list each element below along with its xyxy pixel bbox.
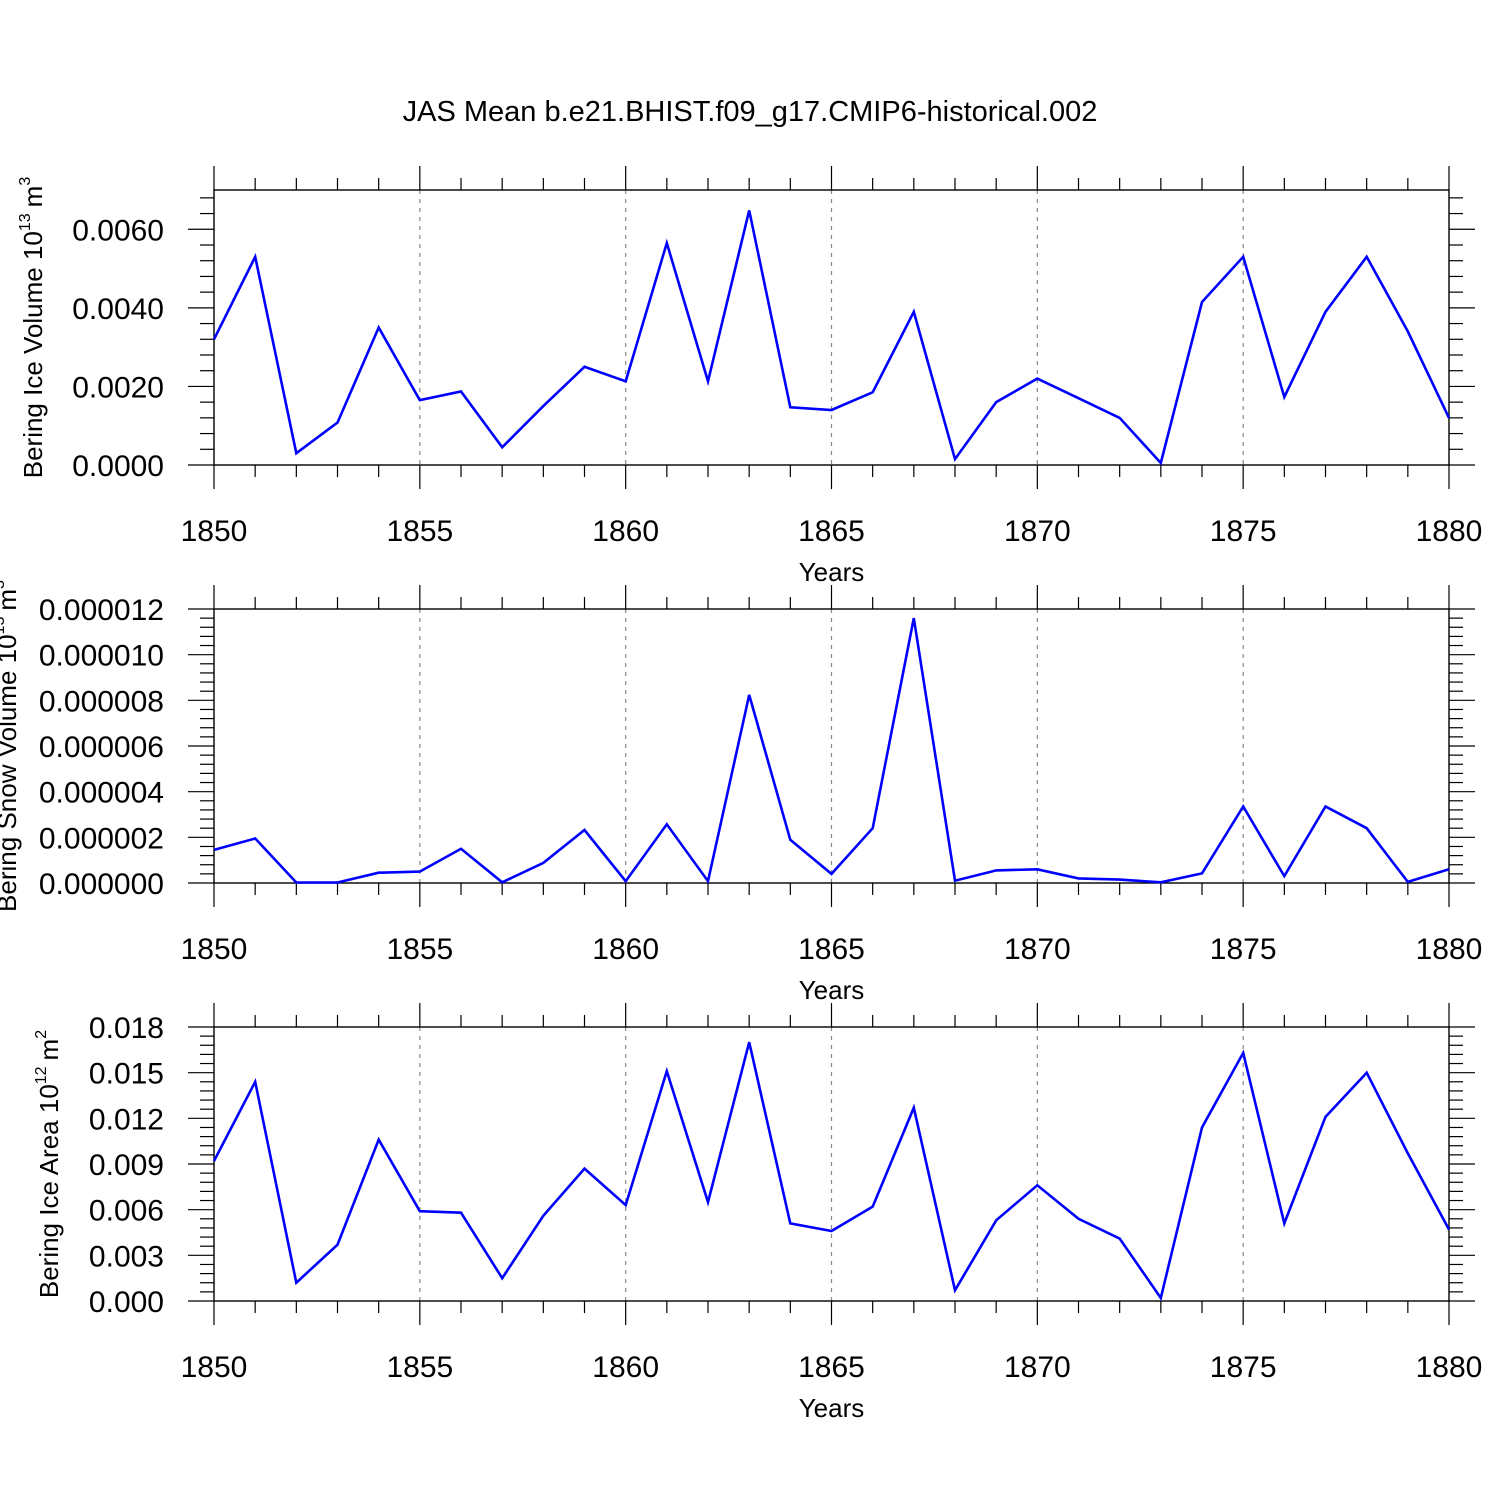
y-axis-label-unit: m: [34, 1039, 64, 1061]
y-tick-label: 0.009: [89, 1149, 164, 1182]
y-axis-label: Bering Ice Area 1012 m2: [33, 1030, 64, 1298]
y-tick-label: 0.0000: [72, 450, 164, 483]
y-tick-label: 0.012: [89, 1103, 164, 1136]
series-line: [213, 617, 1450, 885]
x-tick-label: 1870: [1004, 933, 1071, 966]
x-tick-label: 1880: [1416, 933, 1483, 966]
y-tick-label: 0.006: [89, 1195, 164, 1228]
x-tick-label: 1875: [1210, 515, 1277, 548]
x-tick-label: 1855: [386, 1351, 453, 1384]
x-tick-label: 1855: [386, 515, 453, 548]
y-tick-label: 0.000: [89, 1286, 164, 1319]
x-tick-label: 1870: [1004, 1351, 1071, 1384]
x-tick-label: 1880: [1416, 515, 1483, 548]
y-tick-label: 0.000000: [39, 868, 164, 901]
x-tick-label: 1870: [1004, 515, 1071, 548]
x-tick-label: 1865: [798, 933, 865, 966]
x-axis-label: Years: [799, 557, 865, 587]
x-tick-label: 1865: [798, 1351, 865, 1384]
x-tick-label: 1850: [181, 515, 248, 548]
y-tick-label: 0.0040: [72, 293, 164, 326]
y-axis-label-unit-exponent: 3: [0, 580, 8, 589]
y-axis-label: Bering Ice Volume 1013 m3: [17, 177, 48, 479]
x-axis-label: Years: [799, 975, 865, 1005]
x-axis-label: Years: [799, 1393, 865, 1423]
series-line: [212, 1041, 1451, 1302]
y-axis-label-unit-exponent: 3: [17, 177, 34, 186]
y-tick-label: 0.018: [89, 1012, 164, 1045]
x-tick-label: 1875: [1210, 1351, 1277, 1384]
x-tick-label: 1880: [1416, 1351, 1483, 1384]
y-axis-label-text: Bering Snow Volume 10: [0, 634, 22, 912]
panel-1: 0.0000 0.0020 0.0040 0.0060 1850 1855 1860 1865…: [17, 166, 1482, 587]
series-line: [212, 210, 1451, 466]
y-tick-label: 0.000004: [39, 777, 164, 810]
y-axis-label: Bering Snow Volume 1013 m3: [0, 580, 22, 912]
y-axis-label-unit-exponent: 2: [33, 1030, 50, 1039]
y-axis-label-exponent: 13: [0, 617, 8, 635]
y-tick-label: 0.000006: [39, 731, 164, 764]
x-tick-label: 1875: [1210, 933, 1277, 966]
y-tick-label: 0.015: [89, 1058, 164, 1091]
y-axis-label-exponent: 13: [17, 213, 34, 231]
y-tick-label: 0.000012: [39, 594, 164, 627]
y-axis-label-exponent: 12: [33, 1066, 50, 1084]
y-tick-label: 0.003: [89, 1240, 164, 1273]
y-tick-label: 0.0020: [72, 371, 164, 404]
y-tick-label: 0.000010: [39, 640, 164, 673]
x-tick-label: 1860: [592, 1351, 659, 1384]
x-tick-label: 1855: [386, 933, 453, 966]
y-axis-label-unit: m: [0, 589, 22, 611]
y-tick-label: 0.000008: [39, 685, 164, 718]
x-tick-label: 1850: [181, 933, 248, 966]
x-tick-label: 1850: [181, 1351, 248, 1384]
x-tick-label: 1860: [592, 515, 659, 548]
panel-3: 0.000 0.003 0.006 0.009 0.012 0.015 0.018 1850 1…: [33, 1003, 1482, 1423]
x-tick-label: 1865: [798, 515, 865, 548]
y-axis-label-text: Bering Ice Area 10: [34, 1084, 64, 1298]
figure-title: JAS Mean b.e21.BHIST.f09_g17.CMIP6-histo…: [402, 96, 1098, 128]
panel-2: 0.000000 0.000002 0.000004 0.000006 0.000008…: [0, 580, 1482, 1005]
y-tick-label: 0.0060: [72, 214, 164, 247]
x-tick-label: 1860: [592, 933, 659, 966]
y-axis-label-text: Bering Ice Volume 10: [18, 231, 48, 478]
y-axis-label-unit: m: [18, 186, 48, 208]
y-tick-label: 0.000002: [39, 822, 164, 855]
